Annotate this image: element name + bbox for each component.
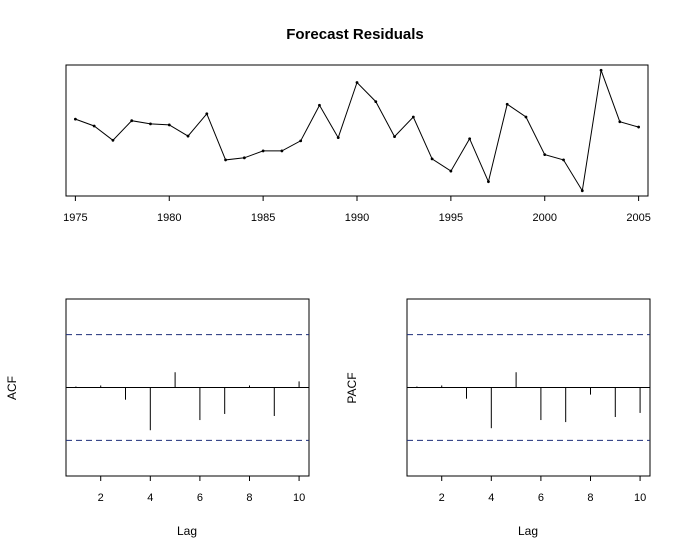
- residual-point: [543, 153, 547, 157]
- acf-content: [66, 334, 309, 441]
- residuals-plot-frame: [65, 64, 649, 197]
- residual-point: [618, 120, 622, 124]
- residual-point: [92, 124, 96, 128]
- acf-x-label: Lag: [177, 524, 197, 538]
- residual-point: [111, 138, 115, 142]
- residuals-line: [75, 70, 639, 193]
- residual-point: [73, 117, 77, 121]
- chart-title: Forecast Residuals: [286, 26, 424, 43]
- x-tick-label: 1980: [157, 212, 181, 224]
- residual-point: [186, 134, 190, 138]
- x-tick-label: 2000: [532, 212, 556, 224]
- pacf-x-axis: 2 4 6 8 10: [439, 476, 646, 504]
- residual-point: [411, 115, 415, 119]
- residual-point: [599, 68, 603, 72]
- pacf-panel: 2 4 6 8 10 Lag PACF: [345, 298, 651, 538]
- x-tick-label: 1990: [345, 212, 369, 224]
- residual-point: [318, 103, 321, 107]
- residuals-series: [73, 68, 641, 193]
- x-tick-label: 1985: [251, 212, 275, 224]
- x-tick-label: 10: [634, 492, 646, 504]
- residual-point: [637, 125, 641, 129]
- residual-point: [130, 119, 134, 123]
- pacf-x-label: Lag: [518, 524, 538, 538]
- residual-point: [524, 115, 528, 119]
- x-tick-label: 1975: [63, 212, 87, 224]
- residual-point: [280, 149, 284, 153]
- residual-point: [355, 81, 359, 84]
- residual-point: [430, 157, 434, 161]
- residual-point: [468, 137, 472, 141]
- residual-point: [562, 158, 565, 162]
- x-tick-label: 1995: [439, 212, 463, 224]
- residual-point: [299, 139, 303, 143]
- acf-panel: 2 4 6 8 10 Lag ACF: [5, 298, 310, 538]
- residual-point: [505, 102, 509, 106]
- x-tick-label: 2005: [626, 212, 650, 224]
- residual-point: [261, 149, 265, 153]
- residual-point: [336, 136, 340, 140]
- x-tick-label: 2: [98, 492, 104, 504]
- residuals-panel: Forecast Residuals 1975 1980 1985 1990 1995 2…: [63, 26, 651, 224]
- acf-x-axis: 2 4 6 8 10: [98, 476, 305, 504]
- residual-point: [242, 156, 246, 160]
- residual-point: [224, 158, 227, 162]
- residual-point: [393, 135, 396, 138]
- x-tick-label: 6: [197, 492, 203, 504]
- residual-point: [580, 189, 584, 193]
- x-tick-label: 8: [587, 492, 593, 504]
- x-tick-label: 4: [488, 492, 494, 504]
- residual-point: [149, 122, 152, 126]
- acf-y-label: ACF: [5, 376, 19, 400]
- residual-point: [374, 100, 378, 103]
- residual-point: [487, 180, 490, 184]
- pacf-content: [407, 334, 650, 441]
- x-tick-label: 6: [538, 492, 544, 504]
- x-tick-label: 8: [246, 492, 252, 504]
- residuals-x-axis: 1975 1980 1985 1990 1995 2000 2005: [63, 196, 651, 224]
- x-tick-label: 4: [147, 492, 153, 504]
- pacf-y-label: PACF: [345, 372, 359, 403]
- x-tick-label: 10: [293, 492, 305, 504]
- x-tick-label: 2: [439, 492, 445, 504]
- residual-point: [205, 112, 209, 116]
- residual-point: [167, 123, 171, 127]
- residual-point: [449, 169, 453, 173]
